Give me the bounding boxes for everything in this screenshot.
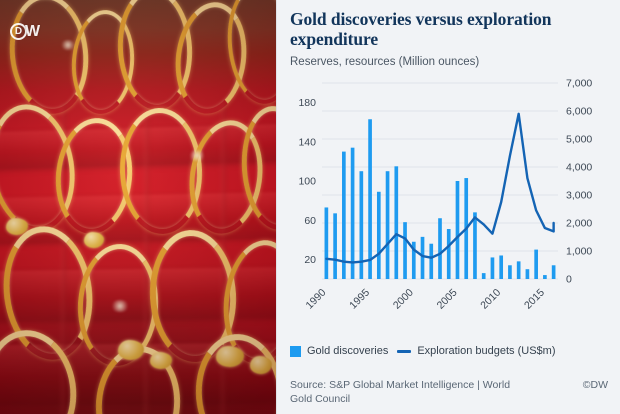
bar — [455, 180, 460, 279]
bar — [490, 257, 495, 279]
legend-item-gold-discoveries: Gold discoveries — [290, 345, 388, 357]
bar — [350, 147, 355, 279]
plot-area: 20 60 100 140 180 0 1,000 2,000 3,000 4,000 5,000… — [290, 77, 608, 332]
bar — [333, 213, 337, 279]
y-axis-right-tick: 3,000 — [566, 189, 592, 201]
bar — [516, 261, 521, 279]
gold-bangles-photo: D W — [0, 0, 276, 414]
chart-title: Gold discoveries versus exploration expe… — [290, 9, 552, 49]
chart-subtitle: Reserves, resources (Million ounces) — [290, 55, 480, 68]
legend-line-icon — [397, 349, 412, 353]
bar — [473, 212, 477, 279]
bar — [385, 171, 390, 279]
x-axis-labels: 1990 1995 2000 2005 2010 2015 — [303, 286, 547, 311]
bar — [499, 255, 504, 279]
gold-charm — [6, 218, 28, 235]
y-axis-left-tick: 20 — [304, 254, 316, 266]
dw-logo: D W — [10, 23, 40, 40]
y-axis-left-tick: 60 — [304, 215, 316, 227]
bar — [551, 265, 556, 279]
y-axis-right-labels: 0 1,000 2,000 3,000 4,000 5,000 6,000 7,000 — [566, 77, 592, 285]
trend-line — [325, 112, 555, 264]
bar — [324, 207, 329, 279]
gold-charm — [250, 356, 272, 374]
bar — [411, 241, 416, 279]
x-axis-tick: 2010 — [478, 286, 503, 311]
y-axis-left-tick: 180 — [298, 97, 316, 109]
bar — [543, 274, 547, 279]
chart-panel: Gold discoveries versus exploration expe… — [276, 0, 620, 414]
x-axis-tick: 1990 — [303, 286, 328, 311]
bar — [429, 243, 434, 279]
gold-charm — [216, 346, 244, 367]
y-axis-right-tick: 5,000 — [566, 133, 592, 145]
chart-legend: Gold discoveries Exploration budgets (US… — [290, 345, 556, 357]
y-axis-right-tick: 6,000 — [566, 105, 592, 117]
highlight-glint — [110, 300, 130, 312]
tray-divider — [220, 103, 226, 414]
line-series-exploration-budgets — [325, 112, 555, 264]
tray-divider — [60, 103, 66, 414]
dw-logo-ring: D — [10, 23, 27, 40]
bar — [359, 171, 364, 279]
y-axis-right-tick: 2,000 — [566, 217, 592, 229]
y-axis-left-tick: 140 — [298, 136, 316, 148]
y-axis-right-tick: 4,000 — [566, 161, 592, 173]
x-axis-tick: 1995 — [347, 286, 372, 311]
bar — [376, 191, 381, 279]
x-axis-tick: 2000 — [391, 286, 416, 311]
bar — [368, 119, 372, 279]
bar — [420, 236, 425, 279]
legend-label: Gold discoveries — [307, 345, 389, 357]
gold-charm — [118, 340, 144, 360]
legend-swatch-icon — [290, 345, 301, 357]
x-axis-tick: 2015 — [522, 286, 547, 311]
x-axis-tick: 2005 — [435, 286, 460, 311]
bar — [481, 272, 486, 279]
gold-charm — [150, 352, 172, 369]
bar — [525, 269, 530, 279]
combo-chart-svg: 20 60 100 140 180 0 1,000 2,000 3,000 4,000 5,000… — [298, 77, 592, 311]
legend-label: Exploration budgets (US$m) — [417, 345, 556, 357]
y-axis-right-tick: 0 — [566, 273, 572, 285]
highlight-glint — [188, 150, 206, 161]
y-axis-right-tick: 7,000 — [566, 77, 592, 89]
panel-divider — [276, 0, 277, 414]
y-axis-left-tick: 100 — [298, 175, 316, 187]
highlight-glint — [60, 40, 76, 50]
legend-item-exploration-budgets: Exploration budgets (US$m) — [397, 345, 556, 357]
gold-charm — [84, 232, 104, 248]
bar — [534, 249, 538, 279]
bar — [342, 151, 346, 279]
bar — [446, 228, 451, 279]
y-axis-left-labels: 20 60 100 140 180 — [298, 97, 316, 266]
tray-divider — [143, 103, 149, 414]
bar — [508, 265, 512, 279]
bar — [403, 222, 407, 279]
bar — [438, 218, 442, 279]
chart-footer: Source: S&P Global Market Intelligence |… — [290, 378, 608, 406]
source-text: Source: S&P Global Market Intelligence |… — [290, 379, 511, 406]
velvet-tray-rows — [0, 0, 276, 414]
bar — [394, 166, 399, 279]
copyright-text: ©DW — [582, 379, 608, 391]
dw-logo-wordmark: W — [25, 22, 41, 40]
y-axis-right-tick: 1,000 — [566, 245, 592, 257]
